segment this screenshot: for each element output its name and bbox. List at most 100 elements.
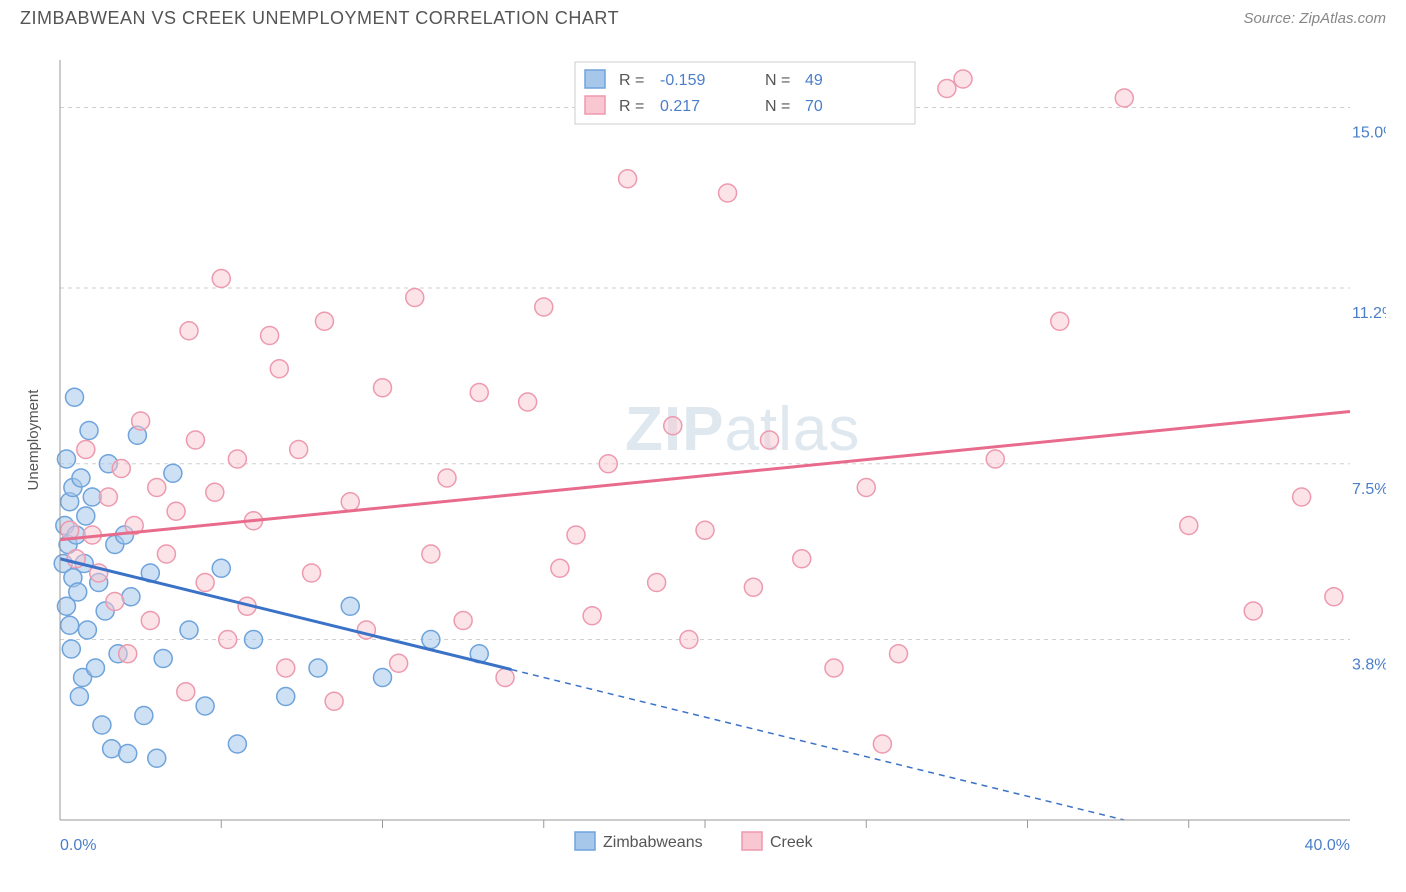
legend-swatch xyxy=(585,70,605,88)
data-point xyxy=(228,450,246,468)
data-point xyxy=(180,621,198,639)
data-point xyxy=(61,521,79,539)
data-point xyxy=(438,469,456,487)
data-point xyxy=(135,707,153,725)
data-point xyxy=(219,631,237,649)
x-max-label: 40.0% xyxy=(1305,837,1350,854)
y-tick-label: 3.8% xyxy=(1352,657,1386,674)
data-point xyxy=(761,431,779,449)
data-point xyxy=(77,441,95,459)
data-point xyxy=(793,550,811,568)
legend-swatch xyxy=(585,96,605,114)
data-point xyxy=(519,393,537,411)
data-point xyxy=(86,659,104,677)
data-point xyxy=(1180,517,1198,535)
source-label: Source: ZipAtlas.com xyxy=(1243,10,1386,27)
data-point xyxy=(567,526,585,544)
data-point xyxy=(61,616,79,634)
legend-r-label: R = xyxy=(619,72,644,89)
data-point xyxy=(341,493,359,511)
data-point xyxy=(422,545,440,563)
data-point xyxy=(986,450,1004,468)
legend-n-value: 70 xyxy=(805,98,823,115)
data-point xyxy=(374,669,392,687)
data-point xyxy=(1051,312,1069,330)
data-point xyxy=(167,502,185,520)
data-point xyxy=(619,170,637,188)
y-tick-label: 7.5% xyxy=(1352,481,1386,498)
data-point xyxy=(99,488,117,506)
data-point xyxy=(1244,602,1262,620)
data-point xyxy=(261,327,279,345)
data-point xyxy=(93,716,111,734)
y-axis-label: Unemployment xyxy=(25,389,42,491)
data-point xyxy=(270,360,288,378)
data-point xyxy=(309,659,327,677)
data-point xyxy=(157,545,175,563)
data-point xyxy=(599,455,617,473)
data-point xyxy=(422,631,440,649)
data-point xyxy=(938,80,956,98)
data-point xyxy=(290,441,308,459)
legend-n-value: 49 xyxy=(805,72,823,89)
data-point xyxy=(696,521,714,539)
data-point xyxy=(186,431,204,449)
data-point xyxy=(228,735,246,753)
legend-series-label: Creek xyxy=(770,834,814,851)
data-point xyxy=(825,659,843,677)
legend-r-value: -0.159 xyxy=(660,72,705,89)
legend-swatch xyxy=(575,832,595,850)
legend-swatch xyxy=(742,832,762,850)
watermark: ZIPatlas xyxy=(625,395,860,464)
data-point xyxy=(164,464,182,482)
x-min-label: 0.0% xyxy=(60,837,96,854)
trend-line-dashed xyxy=(512,670,1125,820)
data-point xyxy=(890,645,908,663)
data-point xyxy=(72,469,90,487)
legend-series-label: Zimbabweans xyxy=(603,834,703,851)
data-point xyxy=(69,583,87,601)
chart-container: 3.8% 7.5% 11.2% 15.0% ZIPatlas 0.0% 40.0% Unemp… xyxy=(20,40,1386,872)
data-point xyxy=(719,184,737,202)
data-point xyxy=(496,669,514,687)
data-point xyxy=(206,483,224,501)
scatter-chart: 3.8% 7.5% 11.2% 15.0% ZIPatlas 0.0% 40.0% Unemp… xyxy=(20,40,1386,872)
data-point xyxy=(245,631,263,649)
data-point xyxy=(148,749,166,767)
data-point xyxy=(119,745,137,763)
data-point xyxy=(954,70,972,88)
data-point xyxy=(277,659,295,677)
legend-n-label: N = xyxy=(765,72,790,89)
data-point xyxy=(1325,588,1343,606)
legend-r-label: R = xyxy=(619,98,644,115)
data-point xyxy=(78,621,96,639)
data-point xyxy=(141,612,159,630)
data-point xyxy=(212,559,230,577)
data-point xyxy=(112,460,130,478)
data-point xyxy=(1115,89,1133,107)
data-point xyxy=(664,417,682,435)
data-point xyxy=(406,289,424,307)
data-point xyxy=(180,322,198,340)
data-point xyxy=(66,388,84,406)
data-point xyxy=(70,688,88,706)
data-point xyxy=(119,645,137,663)
data-point xyxy=(374,379,392,397)
data-point xyxy=(62,640,80,658)
data-point xyxy=(122,588,140,606)
data-point xyxy=(535,298,553,316)
data-point xyxy=(315,312,333,330)
data-point xyxy=(80,422,98,440)
data-point xyxy=(454,612,472,630)
data-point xyxy=(177,683,195,701)
y-tick-label: 11.2% xyxy=(1352,305,1386,322)
data-point xyxy=(1293,488,1311,506)
data-point xyxy=(148,479,166,497)
data-point xyxy=(277,688,295,706)
y-tick-label: 15.0% xyxy=(1352,125,1386,142)
data-point xyxy=(583,607,601,625)
data-point xyxy=(873,735,891,753)
data-point xyxy=(154,650,172,668)
data-point xyxy=(83,488,101,506)
data-point xyxy=(680,631,698,649)
